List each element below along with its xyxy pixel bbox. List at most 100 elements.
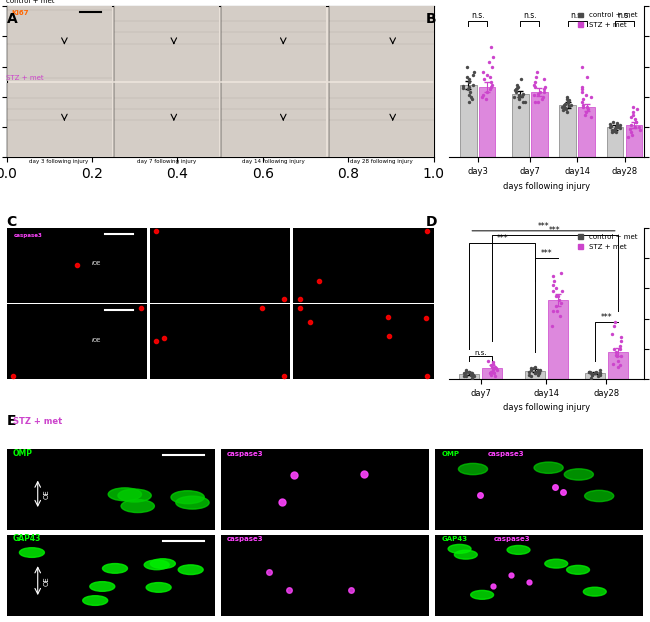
Circle shape bbox=[448, 544, 471, 554]
Text: C: C bbox=[6, 215, 17, 229]
Point bbox=[540, 82, 550, 92]
Point bbox=[606, 125, 617, 135]
Point bbox=[552, 291, 563, 301]
Point bbox=[481, 94, 491, 104]
Point bbox=[559, 100, 569, 110]
Point bbox=[612, 120, 622, 130]
Point bbox=[577, 82, 587, 92]
Point bbox=[580, 107, 591, 117]
Point bbox=[489, 363, 499, 373]
Point bbox=[578, 100, 588, 110]
Point bbox=[587, 369, 597, 379]
Point bbox=[623, 132, 634, 142]
Point bbox=[612, 351, 623, 361]
Point bbox=[594, 368, 604, 378]
Point bbox=[510, 85, 520, 95]
Point bbox=[625, 120, 636, 130]
Point bbox=[468, 80, 478, 90]
Bar bbox=[460, 85, 476, 157]
Text: caspase3: caspase3 bbox=[14, 233, 42, 238]
Circle shape bbox=[534, 462, 563, 473]
Bar bbox=[531, 92, 547, 157]
Point bbox=[612, 118, 622, 128]
Point bbox=[514, 92, 525, 102]
Point bbox=[614, 120, 625, 130]
Point bbox=[595, 368, 605, 378]
Point bbox=[460, 368, 470, 378]
Point bbox=[577, 87, 588, 97]
Point bbox=[458, 368, 469, 378]
Point bbox=[588, 369, 598, 379]
Point bbox=[463, 77, 474, 87]
Circle shape bbox=[176, 496, 209, 509]
Point bbox=[478, 90, 488, 100]
Point bbox=[577, 62, 587, 72]
Circle shape bbox=[108, 488, 142, 501]
Point bbox=[465, 368, 476, 378]
Point bbox=[608, 359, 619, 369]
Point bbox=[566, 100, 577, 110]
Point bbox=[626, 112, 636, 122]
Point bbox=[514, 90, 525, 100]
Point bbox=[510, 84, 521, 94]
Point bbox=[467, 373, 478, 383]
X-axis label: days following injury: days following injury bbox=[503, 182, 590, 191]
Text: ***: *** bbox=[601, 313, 612, 322]
Point bbox=[555, 310, 566, 320]
Point bbox=[525, 363, 536, 373]
Text: caspase3: caspase3 bbox=[227, 451, 264, 457]
X-axis label: day 7 following injury: day 7 following injury bbox=[137, 159, 196, 164]
Point bbox=[532, 67, 542, 77]
Text: GAP43: GAP43 bbox=[441, 536, 468, 542]
Point bbox=[466, 369, 476, 379]
Point bbox=[533, 89, 543, 99]
Point bbox=[482, 87, 492, 97]
Point bbox=[530, 72, 541, 81]
Point bbox=[530, 368, 540, 378]
Point bbox=[534, 366, 544, 376]
Point bbox=[482, 70, 493, 80]
X-axis label: day14 following injury: day14 following injury bbox=[72, 617, 150, 622]
Point bbox=[608, 321, 619, 331]
Point bbox=[486, 366, 496, 376]
Point bbox=[526, 371, 536, 381]
Point bbox=[629, 114, 640, 124]
Point bbox=[462, 84, 473, 94]
X-axis label: day 28 following injury: day 28 following injury bbox=[332, 381, 395, 386]
Point bbox=[562, 107, 572, 117]
Point bbox=[535, 365, 545, 375]
Point bbox=[479, 74, 489, 84]
Point bbox=[562, 92, 572, 102]
Text: OE: OE bbox=[44, 489, 50, 499]
Circle shape bbox=[567, 565, 590, 574]
Text: E: E bbox=[6, 414, 16, 428]
Point bbox=[578, 94, 589, 104]
Text: OMP: OMP bbox=[441, 451, 460, 457]
Point bbox=[556, 268, 566, 278]
Point bbox=[631, 117, 642, 127]
Point bbox=[582, 72, 592, 81]
Text: A: A bbox=[6, 12, 18, 27]
Text: STZ + met: STZ + met bbox=[13, 417, 62, 425]
Point bbox=[590, 368, 601, 378]
Circle shape bbox=[146, 583, 171, 592]
Point bbox=[610, 128, 621, 137]
Point bbox=[511, 87, 521, 97]
Point bbox=[468, 70, 478, 80]
Text: ***: *** bbox=[541, 249, 552, 258]
Bar bbox=[585, 373, 605, 379]
Point bbox=[628, 102, 638, 112]
Point bbox=[556, 299, 567, 309]
Point bbox=[615, 344, 625, 354]
Point bbox=[526, 365, 536, 375]
Text: STZ + met: STZ + met bbox=[6, 75, 44, 81]
Circle shape bbox=[121, 499, 155, 513]
Point bbox=[584, 366, 595, 376]
Point bbox=[529, 368, 539, 378]
Point bbox=[612, 123, 623, 132]
Point bbox=[461, 371, 471, 381]
Point bbox=[557, 102, 567, 112]
Point bbox=[580, 110, 590, 120]
Text: OMP: OMP bbox=[13, 449, 32, 458]
Point bbox=[464, 366, 474, 376]
